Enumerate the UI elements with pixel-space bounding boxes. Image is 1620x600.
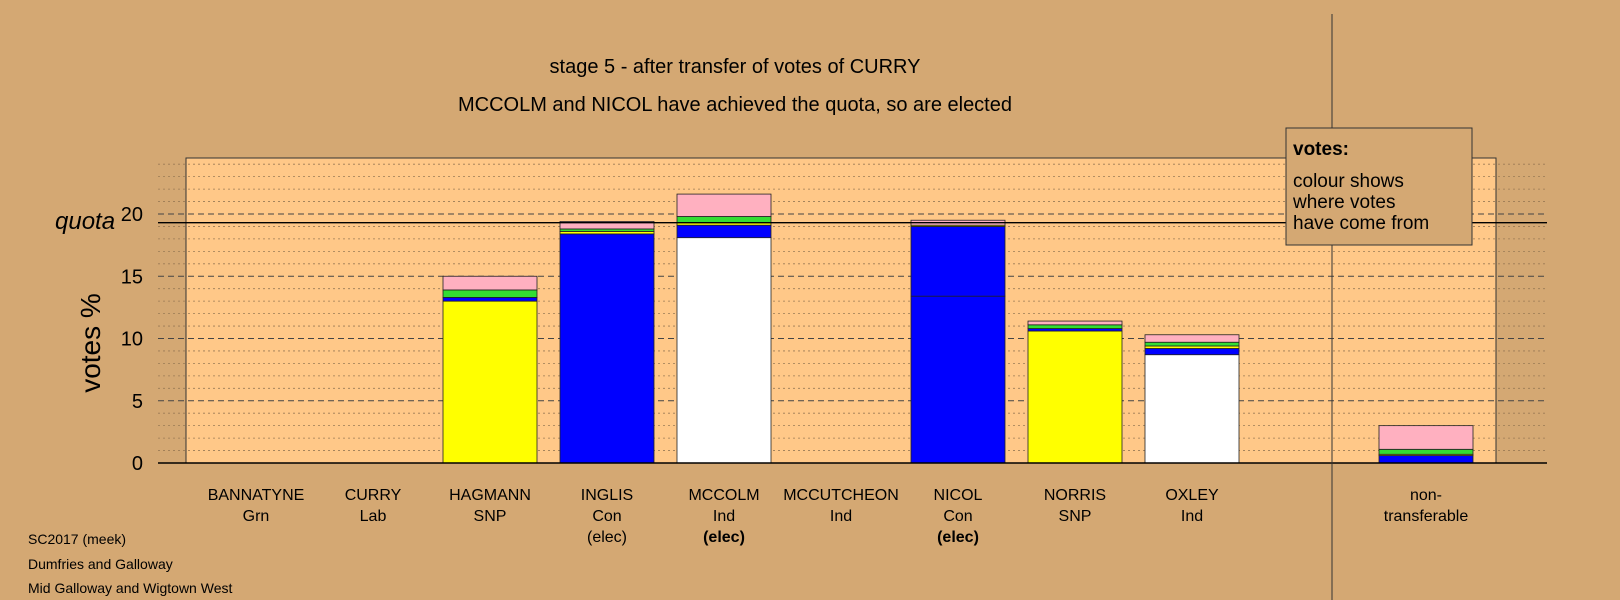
bar-segment — [1144, 354, 1240, 464]
bar-segment — [1144, 348, 1240, 356]
legend: votes: colour shows where votes have com… — [1285, 127, 1473, 246]
bar-segment — [442, 275, 538, 291]
x-label-party: Con — [943, 508, 972, 525]
x-label-party: Lab — [360, 508, 387, 525]
x-label-name: CURRY — [345, 487, 402, 504]
bar-segment — [676, 224, 772, 239]
bar-segment — [1144, 334, 1240, 343]
bar-segment — [442, 300, 538, 464]
x-label-party: Ind — [713, 508, 735, 525]
x-label-name: INGLIS — [581, 487, 633, 504]
bar-segment — [559, 233, 655, 464]
grid — [158, 163, 1547, 451]
y-tick-label: 0 — [132, 453, 143, 475]
legend-line-2: where votes — [1292, 192, 1395, 213]
x-label-name: NORRIS — [1044, 487, 1106, 504]
x-label-name: HAGMANN — [449, 487, 531, 504]
x-label-party: Grn — [243, 508, 270, 525]
bars — [442, 193, 1474, 464]
x-label-name: BANNATYNE — [208, 487, 305, 504]
x-label-name: OXLEY — [1165, 487, 1219, 504]
legend-line-1: colour shows — [1293, 171, 1404, 192]
bar-segment — [1027, 320, 1123, 326]
y-tick-label: 15 — [121, 266, 143, 288]
legend-line-3: have come from — [1293, 213, 1429, 234]
x-label-status: (elec) — [937, 529, 979, 546]
legend-title: votes: — [1293, 139, 1349, 160]
x-tick-labels: BANNATYNE Grn CURRY Lab HAGMANN SNP INGLIS Con (… — [208, 487, 1469, 546]
bar-segment — [676, 193, 772, 217]
x-label-status: (elec) — [587, 529, 627, 546]
bar-segment — [1378, 425, 1474, 450]
chart-subtitle: MCCOLM and NICOL have achieved the quota… — [458, 94, 1012, 116]
bar-segment — [910, 226, 1006, 297]
x-label-name: MCCOLM — [688, 487, 759, 504]
x-label-name: non- — [1410, 487, 1442, 504]
x-label-party: Con — [592, 508, 621, 525]
quota-label: quota — [55, 208, 115, 235]
footer-line-3: Mid Galloway and Wigtown West — [28, 580, 233, 596]
y-tick-label: 5 — [132, 391, 143, 413]
bar-segment — [676, 216, 772, 224]
bar-segment — [1378, 448, 1474, 455]
x-label-name: NICOL — [934, 487, 983, 504]
footer-line-2: Dumfries and Galloway — [28, 556, 173, 572]
legend-box — [1285, 127, 1473, 246]
plot-area — [185, 157, 1497, 464]
x-label-name: MCCUTCHEON — [783, 487, 899, 504]
bar-segment — [910, 295, 1006, 464]
x-label-party: Ind — [830, 508, 852, 525]
x-label-party: SNP — [1059, 508, 1092, 525]
x-label-party: Ind — [1181, 508, 1203, 525]
bar-segment — [1027, 324, 1123, 329]
chart-title: stage 5 - after transfer of votes of CUR… — [550, 56, 921, 78]
y-tick-label: 20 — [121, 204, 143, 226]
y-tick-labels: 0 5 10 15 20 — [121, 204, 143, 475]
bar-segment — [442, 289, 538, 298]
x-label-status: (elec) — [703, 529, 745, 546]
plot-background — [185, 157, 1497, 464]
bar-segment — [559, 221, 655, 230]
bar-segment — [1378, 455, 1474, 464]
x-label-party: transferable — [1384, 508, 1469, 525]
y-axis-label: votes % — [75, 293, 106, 393]
bar-segment — [676, 237, 772, 464]
bar-segment — [442, 297, 538, 302]
y-tick-label: 10 — [121, 329, 143, 351]
bar-segment — [1144, 341, 1240, 347]
footer-line-1: SC2017 (meek) — [28, 531, 127, 547]
bar-segment — [1027, 330, 1123, 464]
x-label-party: SNP — [474, 508, 507, 525]
